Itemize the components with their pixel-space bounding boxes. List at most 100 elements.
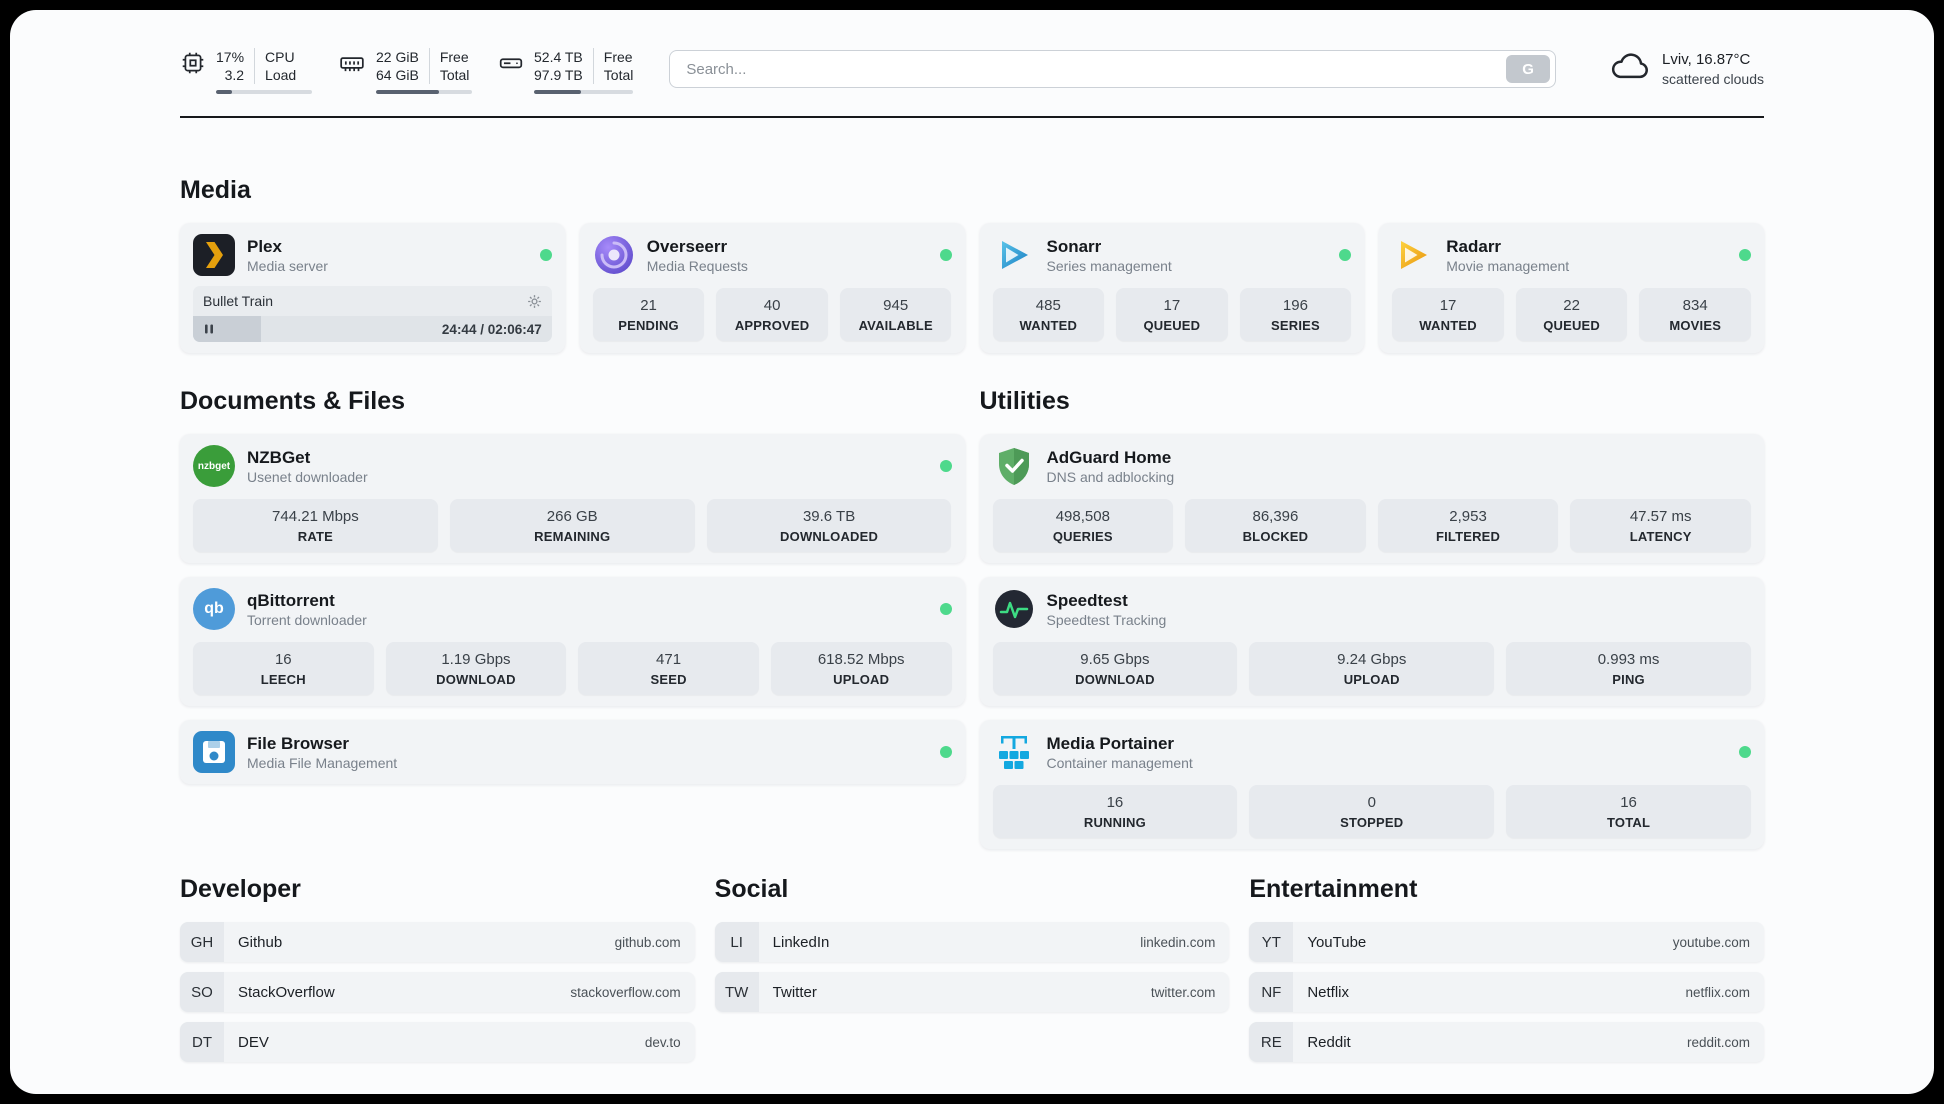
ram-widget: 22 GiB 64 GiB Free Total <box>338 48 472 94</box>
status-dot <box>1739 249 1751 261</box>
radarr-icon <box>1392 234 1434 276</box>
ram-free-label: Free <box>439 49 469 65</box>
app-subtitle: Movie management <box>1446 257 1570 274</box>
stat-label: STOPPED <box>1340 815 1404 830</box>
status-dot <box>1739 746 1751 758</box>
app-name: File Browser <box>247 733 350 753</box>
search-input[interactable] <box>684 59 1507 79</box>
app-name: Radarr <box>1446 236 1502 256</box>
app-subtitle: Media File Management <box>247 754 398 771</box>
bookmark-abbr: SO <box>180 972 224 1012</box>
sonarr-icon <box>993 234 1035 276</box>
stat-label: APPROVED <box>734 318 810 333</box>
stat-upload: 9.24 Gbps UPLOAD <box>1249 642 1495 695</box>
bookmark-dev[interactable]: DT DEV dev.to <box>180 1022 695 1062</box>
stat-value: 0.993 ms <box>1597 651 1660 668</box>
app-card-radarr[interactable]: Radarr Movie management 17 WANTED 22 QUE… <box>1379 223 1764 353</box>
seek-bar[interactable]: 24:44 / 02:06:47 <box>193 316 552 342</box>
stat-blocked: 86,396 BLOCKED <box>1185 499 1366 552</box>
stat-value: 22 <box>1563 297 1580 314</box>
app-card-qbittorrent[interactable]: qb qBittorrent Torrent downloader 16 LEE… <box>180 577 965 706</box>
app-subtitle: Usenet downloader <box>247 468 368 485</box>
app-name: Sonarr <box>1046 236 1102 256</box>
stat-ping: 0.993 ms PING <box>1506 642 1751 695</box>
app-name: Plex <box>247 236 282 256</box>
app-card-portainer[interactable]: Media Portainer Container management 16 … <box>979 720 1764 849</box>
app-subtitle: Speedtest Tracking <box>1046 611 1167 628</box>
ram-total-value: 64 GiB <box>376 67 419 83</box>
bookmark-stackoverflow[interactable]: SO StackOverflow stackoverflow.com <box>180 972 695 1012</box>
bookmark-name: Reddit <box>1307 1033 1351 1051</box>
app-card-sonarr[interactable]: Sonarr Series management 485 WANTED 17 Q… <box>979 223 1365 353</box>
disk-icon <box>498 50 524 76</box>
stat-wanted: 485 WANTED <box>992 288 1105 341</box>
stat-label: WANTED <box>1019 318 1078 333</box>
app-subtitle: Container management <box>1046 754 1193 771</box>
stat-value: 21 <box>640 297 657 314</box>
cpu-load-value: 3.2 <box>224 67 245 83</box>
stat-label: PENDING <box>618 318 679 333</box>
bookmark-youtube[interactable]: YT YouTube youtube.com <box>1249 922 1764 962</box>
stat-remaining: 266 GB REMAINING <box>449 499 695 552</box>
plex-now-playing: Bullet Train <box>193 286 552 342</box>
pause-icon[interactable] <box>203 323 215 335</box>
stat-value: 2,953 <box>1449 508 1487 525</box>
cpu-progress-bar <box>216 90 312 94</box>
stat-label: QUERIES <box>1052 529 1113 544</box>
stat-value: 0 <box>1367 794 1376 811</box>
app-card-plex[interactable]: Plex Media server Bullet Train <box>180 223 565 353</box>
disk-total-label: Total <box>603 67 634 83</box>
app-card-speedtest[interactable]: Speedtest Speedtest Tracking 9.65 Gbps D… <box>979 577 1764 706</box>
social-section-title: Social <box>714 875 789 903</box>
stat-queued: 17 QUEUED <box>1116 288 1228 341</box>
stat-stopped: 0 STOPPED <box>1249 785 1495 838</box>
stat-label: DOWNLOAD <box>436 672 516 687</box>
status-dot <box>539 249 552 261</box>
weather-location-temp: Lviv, 16.87°C <box>1662 51 1751 68</box>
stat-label: SERIES <box>1271 318 1320 333</box>
search-engine-button[interactable]: G <box>1506 55 1551 83</box>
app-card-filebrowser[interactable]: File Browser Media File Management <box>180 720 965 784</box>
stat-label: DOWNLOAD <box>1075 672 1155 687</box>
stat-label: FILTERED <box>1435 529 1501 544</box>
app-card-adguard[interactable]: AdGuard Home DNS and adblocking 498,508 … <box>979 434 1764 563</box>
bookmark-netflix[interactable]: NF Netflix netflix.com <box>1249 972 1764 1012</box>
status-dot <box>939 249 952 261</box>
stat-rate: 744.21 Mbps RATE <box>193 499 438 552</box>
app-subtitle: Media Requests <box>646 257 748 274</box>
app-card-nzbget[interactable]: nzbget NZBGet Usenet downloader 744.21 M… <box>180 434 965 563</box>
top-bar: 17% 3.2 CPU Load <box>180 48 1764 118</box>
entertainment-section: Entertainment YT YouTube youtube.com NF … <box>1249 875 1764 1062</box>
bookmark-url: dev.to <box>644 1034 681 1050</box>
bookmark-twitter[interactable]: TW Twitter twitter.com <box>714 972 1230 1012</box>
stat-value: 471 <box>656 651 682 668</box>
qbittorrent-icon: qb <box>193 588 235 630</box>
stat-download: 9.65 Gbps DOWNLOAD <box>992 642 1238 695</box>
bookmark-github[interactable]: GH Github github.com <box>180 922 695 962</box>
gear-icon[interactable] <box>527 294 542 309</box>
disk-free-label: Free <box>603 49 633 65</box>
cpu-load-label: Load <box>265 67 297 83</box>
cpu-icon <box>180 50 206 76</box>
bookmark-url: reddit.com <box>1686 1034 1750 1050</box>
cpu-widget: 17% 3.2 CPU Load <box>180 48 312 94</box>
bookmark-url: youtube.com <box>1672 934 1750 950</box>
stat-value: 618.52 Mbps <box>817 651 905 668</box>
app-name: Speedtest <box>1046 590 1128 610</box>
playback-time: 24:44 / 02:06:47 <box>441 321 542 337</box>
bookmark-url: stackoverflow.com <box>570 984 681 1000</box>
ram-icon <box>338 50 366 76</box>
stat-value: 1.19 Gbps <box>441 651 511 668</box>
qbittorrent-icon-label: qb <box>204 600 224 617</box>
bookmark-url: netflix.com <box>1685 984 1750 1000</box>
bookmark-url: linkedin.com <box>1140 934 1216 950</box>
status-dot <box>939 603 952 615</box>
stat-label: PING <box>1612 672 1645 687</box>
dashboard-page: 17% 3.2 CPU Load <box>10 10 1934 1094</box>
app-card-overseerr[interactable]: Overseerr Media Requests 21 PENDING 40 A… <box>579 223 965 353</box>
bookmark-reddit[interactable]: RE Reddit reddit.com <box>1249 1022 1764 1062</box>
stat-downloaded: 39.6 TB DOWNLOADED <box>706 499 952 552</box>
stat-total: 16 TOTAL <box>1506 785 1751 838</box>
portainer-icon <box>993 731 1035 773</box>
bookmark-linkedin[interactable]: LI LinkedIn linkedin.com <box>714 922 1230 962</box>
